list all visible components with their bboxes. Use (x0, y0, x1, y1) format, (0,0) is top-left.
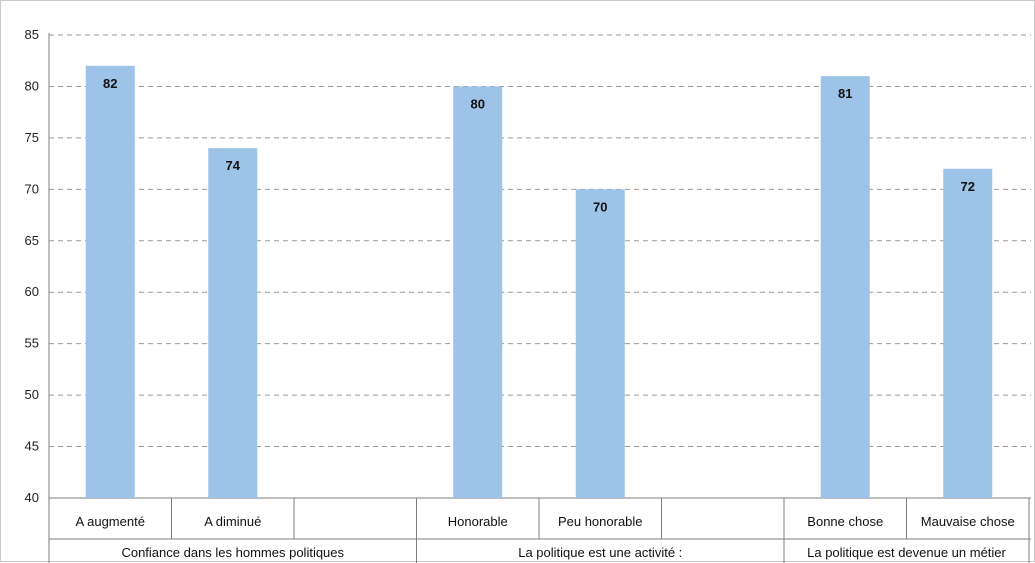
bar (453, 86, 503, 498)
y-tick-label: 45 (25, 439, 39, 454)
y-tick-label: 70 (25, 181, 39, 196)
category-label: Honorable (448, 514, 508, 529)
data-label: 82 (103, 76, 117, 91)
bar (208, 148, 258, 498)
y-tick-label: 60 (25, 284, 39, 299)
y-tick-label: 75 (25, 130, 39, 145)
bar (85, 65, 135, 498)
y-tick-label: 55 (25, 336, 39, 351)
category-label: A augmenté (76, 514, 145, 529)
category-label: A diminué (204, 514, 261, 529)
y-tick-label: 85 (25, 27, 39, 42)
data-label: 81 (838, 86, 852, 101)
y-tick-label: 50 (25, 387, 39, 402)
group-label: La politique est une activité : (518, 545, 682, 560)
y-tick-label: 40 (25, 490, 39, 505)
category-label: Mauvaise chose (921, 514, 1015, 529)
data-label: 80 (471, 96, 485, 111)
y-tick-label: 80 (25, 78, 39, 93)
bar (943, 168, 993, 498)
data-label: 72 (961, 179, 975, 194)
group-label: La politique est devenue un métier (807, 545, 1006, 560)
bar (575, 189, 625, 499)
group-label: Confiance dans les hommes politiques (121, 545, 344, 560)
category-label: Bonne chose (807, 514, 883, 529)
data-label: 70 (593, 199, 607, 214)
data-label: 74 (226, 158, 241, 173)
category-label: Peu honorable (558, 514, 643, 529)
bar (820, 76, 870, 499)
y-tick-label: 65 (25, 233, 39, 248)
